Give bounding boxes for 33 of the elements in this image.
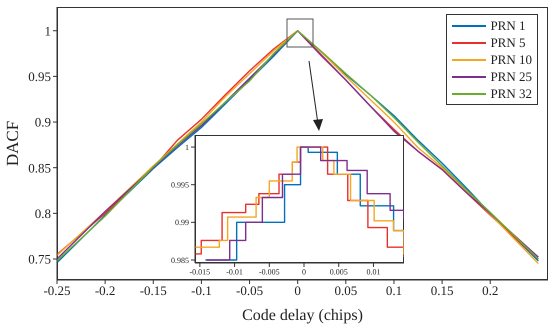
y-axis-title: DACF	[3, 120, 22, 166]
x-tick-label: 0	[294, 283, 301, 298]
x-tick-label: -0.15	[140, 283, 167, 298]
y-tick-label: 0.9	[34, 114, 51, 130]
x-tick-label: -0.05	[236, 283, 264, 298]
y-tick-label: 0.985	[171, 256, 189, 265]
x-tick-label: 0.005	[330, 268, 348, 277]
x-tick-label: 0	[302, 268, 306, 277]
legend-label: PRN 5	[490, 34, 526, 51]
x-tick-label: 0.15	[430, 283, 454, 298]
legend-label: PRN 25	[490, 68, 532, 85]
x-axis-title: Code delay (chips)	[242, 307, 363, 324]
y-tick-label: 0.995	[171, 180, 189, 190]
y-tick-label: 0.85	[28, 160, 51, 176]
legend-label: PRN 32	[490, 85, 532, 102]
y-tick-label: 0.75	[28, 252, 51, 267]
x-tick-label: 0.05	[334, 283, 358, 298]
y-tick-label: 0.95	[28, 69, 51, 84]
x-tick-label: 0.01	[366, 268, 380, 277]
y-tick-label: 1	[44, 23, 51, 38]
x-tick-label: 0.2	[482, 283, 498, 298]
legend-label: PRN 1	[490, 17, 526, 34]
x-tick-label: 0.1	[386, 283, 402, 298]
legend-label: PRN 10	[490, 51, 532, 68]
y-tick-label: 1	[185, 142, 189, 152]
x-tick-label: -0.1	[191, 283, 212, 298]
x-tick-label: -0.005	[258, 268, 280, 277]
y-tick-label: 0.99	[175, 218, 189, 228]
x-tick-label: -0.01	[226, 268, 243, 277]
y-tick-label: 0.8	[34, 206, 51, 221]
x-tick-label: -0.015	[190, 268, 210, 277]
x-tick-label: -0.2	[94, 283, 116, 298]
x-tick-label: -0.25	[43, 283, 71, 298]
